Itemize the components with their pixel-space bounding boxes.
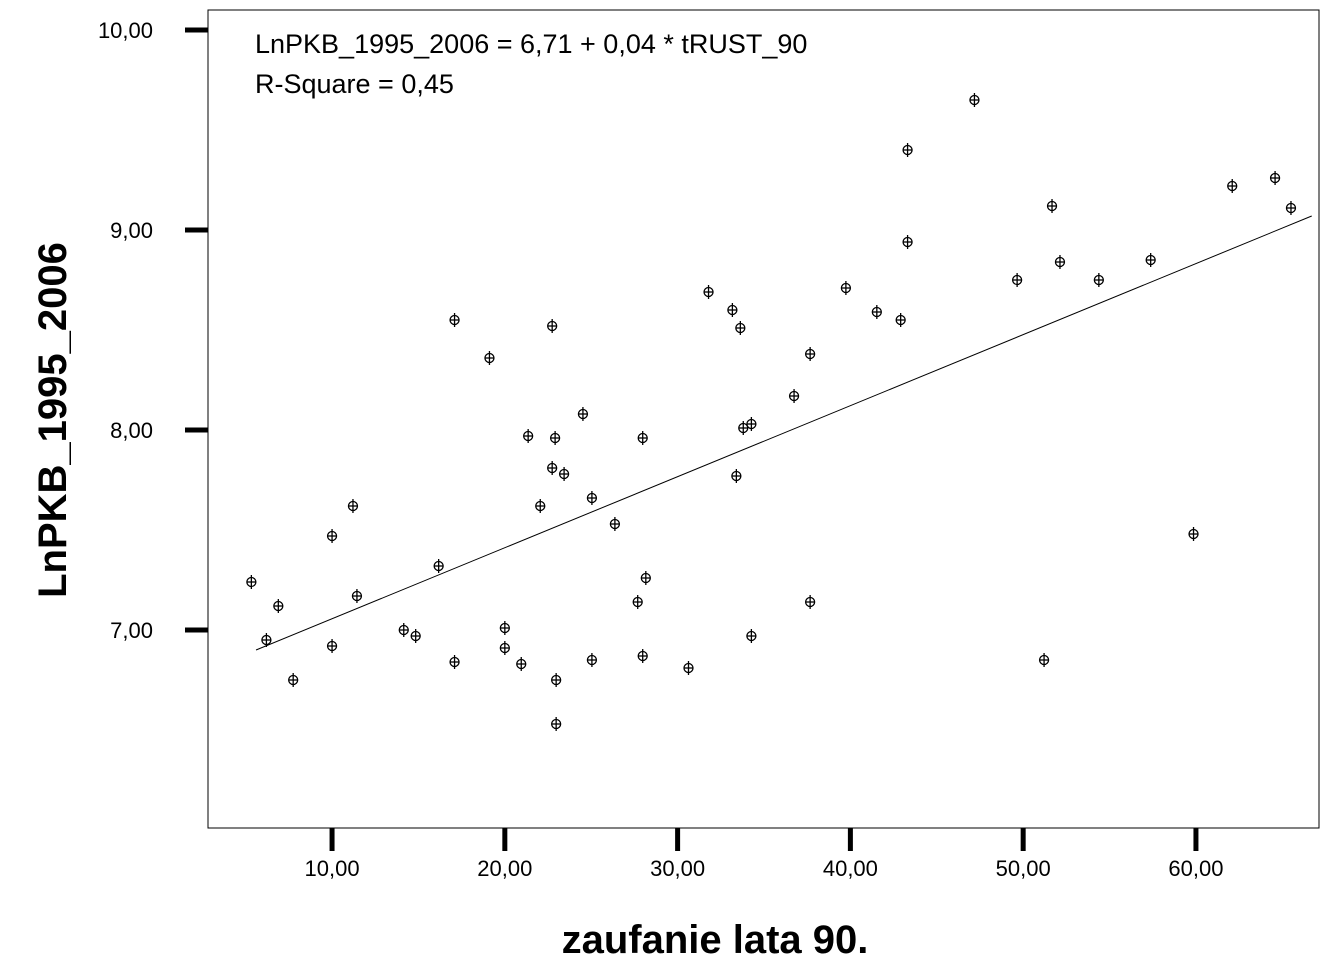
point: [738, 421, 749, 435]
point: [1285, 201, 1297, 215]
point: [788, 389, 800, 403]
point: [586, 653, 598, 667]
point: [1038, 653, 1050, 667]
x-tick-label: 10,00: [305, 856, 360, 881]
point: [609, 517, 621, 531]
point: [746, 629, 757, 643]
y-tick-label: 9,00: [110, 218, 153, 243]
point: [449, 655, 460, 669]
point: [547, 461, 558, 475]
point: [804, 347, 816, 361]
y-tick-label: 7,00: [110, 618, 153, 643]
plot-frame: [207, 9, 1320, 829]
point: [840, 281, 852, 295]
point: [1054, 255, 1066, 269]
point: [727, 303, 738, 317]
point: [804, 595, 816, 609]
point: [683, 661, 694, 675]
point: [969, 93, 980, 107]
point: [735, 321, 746, 335]
point: [535, 499, 546, 513]
point: [1093, 273, 1104, 287]
point: [550, 673, 562, 687]
x-tick-label: 30,00: [650, 856, 705, 881]
point: [351, 589, 363, 603]
y-axis-title: LnPKB_1995_2006: [31, 242, 75, 598]
point: [1011, 273, 1023, 287]
point: [746, 417, 757, 431]
annotation: R-Square = 0,45: [255, 69, 454, 99]
point: [347, 499, 359, 513]
point: [499, 621, 510, 635]
point: [632, 595, 643, 609]
point: [550, 717, 562, 731]
point: [1188, 527, 1199, 541]
point: [637, 649, 648, 663]
point: [261, 633, 272, 647]
point: [433, 559, 444, 573]
point: [558, 467, 570, 481]
point: [640, 571, 651, 585]
point: [871, 305, 882, 319]
annotation: LnPKB_1995_2006 = 6,71 + 0,04 * tRUST_90: [255, 29, 807, 59]
x-tick-label: 40,00: [823, 856, 878, 881]
x-tick-label: 20,00: [477, 856, 532, 881]
point: [288, 673, 299, 687]
point: [549, 431, 561, 445]
x-tick-label: 60,00: [1168, 856, 1223, 881]
point: [902, 143, 913, 157]
point: [586, 491, 598, 505]
point: [1227, 179, 1238, 193]
y-tick-label: 10,00: [98, 18, 153, 43]
y-tick-label: 8,00: [110, 418, 153, 443]
point: [246, 575, 257, 589]
x-axis-title: zaufanie lata 90.: [562, 918, 869, 957]
point: [1046, 199, 1058, 213]
point: [1269, 171, 1281, 185]
point: [902, 235, 913, 249]
point: [484, 351, 495, 365]
point: [398, 623, 409, 637]
point: [523, 429, 534, 443]
point: [577, 407, 589, 421]
point: [326, 529, 338, 543]
point: [637, 431, 648, 445]
fit-line: [255, 215, 1312, 651]
point: [499, 641, 510, 655]
point: [273, 599, 284, 613]
point: [326, 639, 338, 653]
point: [731, 469, 742, 483]
point: [410, 629, 421, 643]
point: [1145, 253, 1156, 267]
point: [516, 657, 527, 671]
point: [703, 285, 714, 299]
point: [547, 319, 558, 333]
point: [895, 313, 906, 327]
x-tick-label: 50,00: [996, 856, 1051, 881]
point: [449, 313, 460, 327]
